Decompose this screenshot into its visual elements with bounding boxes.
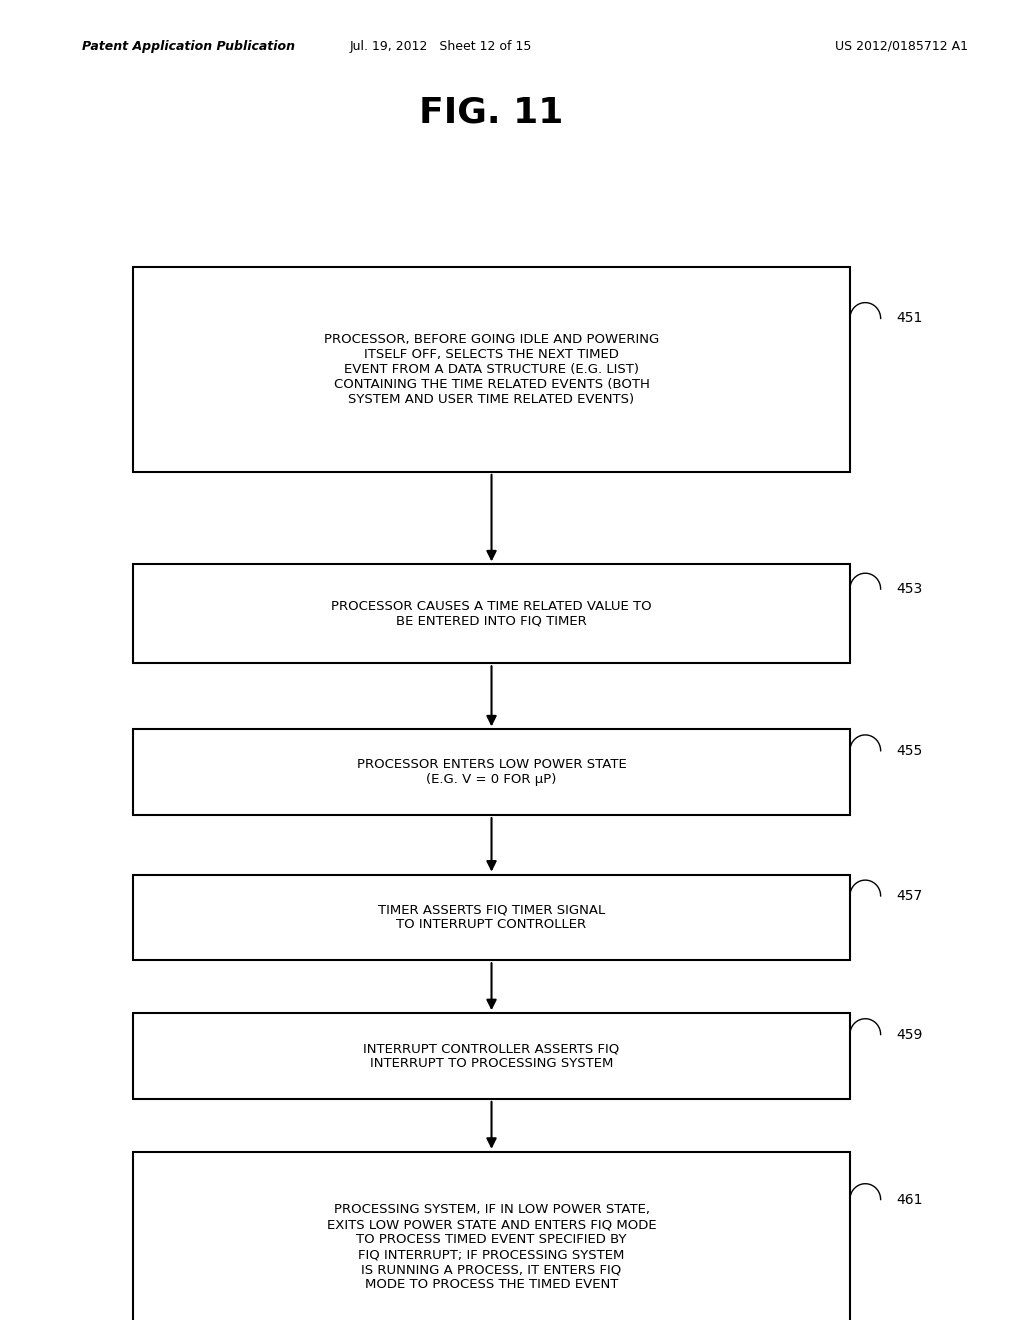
Text: 455: 455 — [896, 743, 923, 758]
Text: 461: 461 — [896, 1192, 923, 1206]
Text: 453: 453 — [896, 582, 923, 597]
Text: US 2012/0185712 A1: US 2012/0185712 A1 — [835, 40, 968, 53]
Text: 457: 457 — [896, 888, 923, 903]
Text: PROCESSOR CAUSES A TIME RELATED VALUE TO
BE ENTERED INTO FIQ TIMER: PROCESSOR CAUSES A TIME RELATED VALUE TO… — [331, 599, 652, 628]
Text: FIG. 11: FIG. 11 — [420, 95, 563, 129]
Text: 459: 459 — [896, 1027, 923, 1041]
FancyBboxPatch shape — [133, 1151, 850, 1320]
Text: PROCESSOR ENTERS LOW POWER STATE
(E.G. V = 0 FOR μP): PROCESSOR ENTERS LOW POWER STATE (E.G. V… — [356, 758, 627, 787]
FancyBboxPatch shape — [133, 729, 850, 816]
Text: PROCESSING SYSTEM, IF IN LOW POWER STATE,
EXITS LOW POWER STATE AND ENTERS FIQ M: PROCESSING SYSTEM, IF IN LOW POWER STATE… — [327, 1204, 656, 1291]
FancyBboxPatch shape — [133, 1014, 850, 1098]
FancyBboxPatch shape — [133, 565, 850, 663]
Text: INTERRUPT CONTROLLER ASSERTS FIQ
INTERRUPT TO PROCESSING SYSTEM: INTERRUPT CONTROLLER ASSERTS FIQ INTERRU… — [364, 1041, 620, 1071]
Text: Patent Application Publication: Patent Application Publication — [82, 40, 295, 53]
FancyBboxPatch shape — [133, 267, 850, 473]
Text: TIMER ASSERTS FIQ TIMER SIGNAL
TO INTERRUPT CONTROLLER: TIMER ASSERTS FIQ TIMER SIGNAL TO INTERR… — [378, 903, 605, 932]
FancyBboxPatch shape — [133, 875, 850, 961]
Text: Jul. 19, 2012   Sheet 12 of 15: Jul. 19, 2012 Sheet 12 of 15 — [349, 40, 531, 53]
Text: 451: 451 — [896, 312, 923, 326]
Text: PROCESSOR, BEFORE GOING IDLE AND POWERING
ITSELF OFF, SELECTS THE NEXT TIMED
EVE: PROCESSOR, BEFORE GOING IDLE AND POWERIN… — [324, 333, 659, 407]
